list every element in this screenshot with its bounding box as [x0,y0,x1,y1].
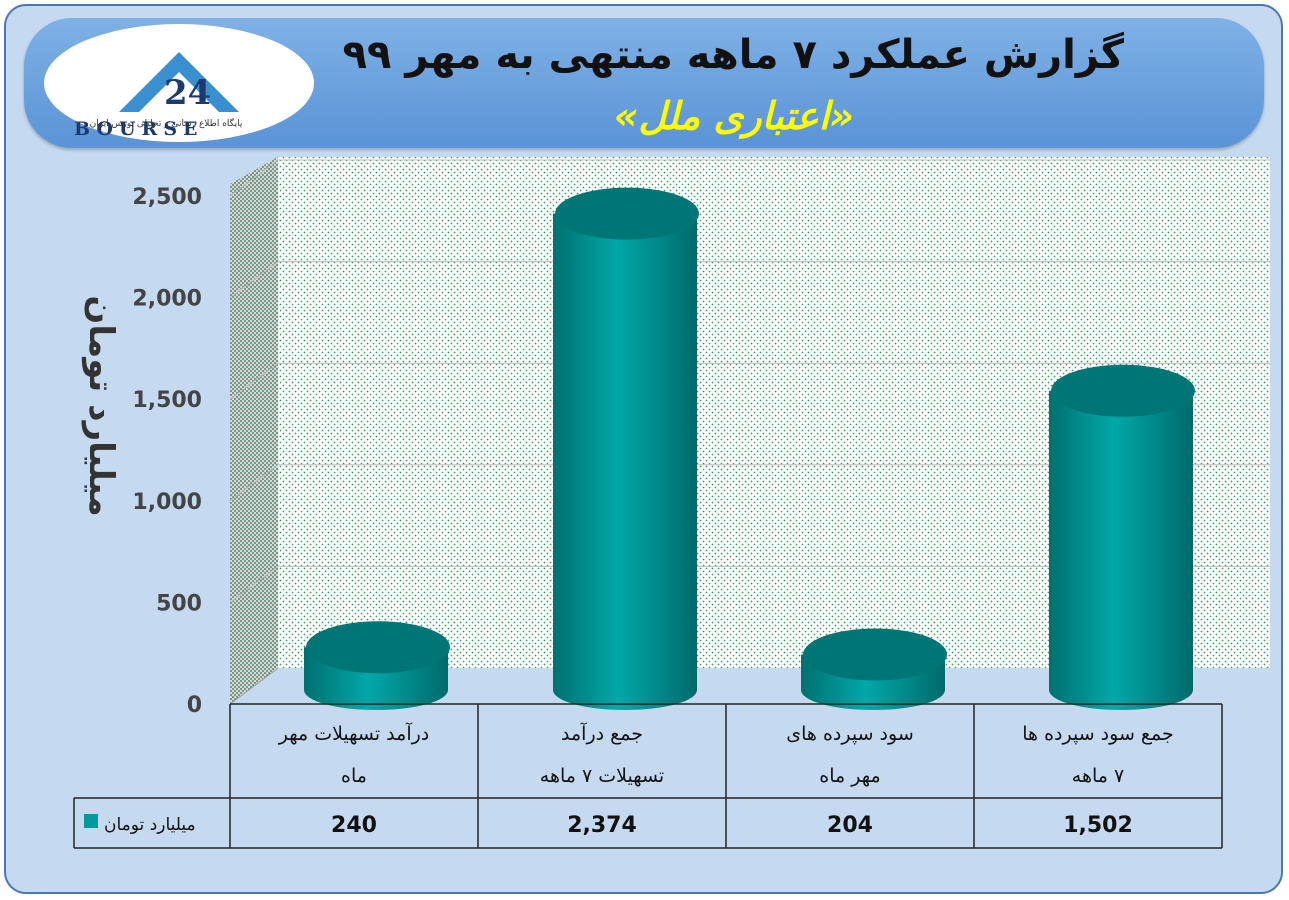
data-label: 240 [331,813,377,838]
gridline [229,261,279,299]
x-tick-label: ۷ ماهه [1072,765,1124,787]
bar-top [803,628,947,681]
y-tick-label: 2,000 [132,287,202,312]
y-axis-label: میلیارد تومان [81,295,121,516]
x-tick-label: تسهیلات ۷ ماهه [540,765,664,787]
x-tick-label: جمع درآمد [561,721,643,745]
data-label: 204 [827,813,873,838]
bar [304,621,450,710]
data-label: 2,374 [567,813,637,838]
bar-top [306,621,450,674]
y-tick-label: 500 [156,591,202,616]
side-wall [230,157,278,704]
bar [1049,364,1195,710]
legend-label: میلیارد تومان [104,815,196,835]
gridline [229,464,279,502]
logo-mark-icon: 24 [119,52,239,113]
logo-number: 24 [164,73,211,113]
logo-tagline: پایگاه اطلاع رسانی و تحلیلی بورس ایران [89,119,243,129]
bar-top [1051,364,1195,417]
y-tick-label: 1,000 [132,490,202,515]
chart-subtitle: «اعتباری ملل» [613,94,854,138]
x-tick-label: مهر ماه [819,765,880,787]
x-tick-label: ماه [341,765,367,787]
bar-body [553,213,697,710]
x-tick-label: درآمد تسهیلات مهر [278,721,430,745]
bar [553,187,699,710]
gridline [229,362,279,400]
y-tick-label: 1,500 [132,388,202,413]
title-banner: 24 BOURSE گزارش عملکرد ۷ ماهه منتهی به م… [24,18,1264,148]
data-label: 1,502 [1063,813,1133,838]
bourse24-logo: 24 BOURSE [44,24,314,142]
bar [801,628,947,710]
x-tick-label: جمع سود سپرده ها [1022,723,1174,745]
gridline [229,159,279,197]
bar-top [555,187,699,240]
gridline [229,566,279,603]
bar-body [1049,390,1193,710]
logo-text: BOURSE [74,118,204,140]
bar-chart: 0 500 1,000 1,500 2,000 2,500 درآمد تسهیلات م… [73,157,1270,849]
floor-edge [229,667,279,705]
y-tick-label: 0 [187,693,202,718]
x-tick-label: سود سپرده های [786,723,914,745]
chart-frame: 24 BOURSE گزارش عملکرد ۷ ماهه منتهی به م… [4,4,1283,894]
chart-title: گزارش عملکرد ۷ ماهه منتهی به مهر ۹۹ [342,32,1124,78]
y-tick-label: 2,500 [132,185,202,210]
legend-swatch [84,814,98,828]
